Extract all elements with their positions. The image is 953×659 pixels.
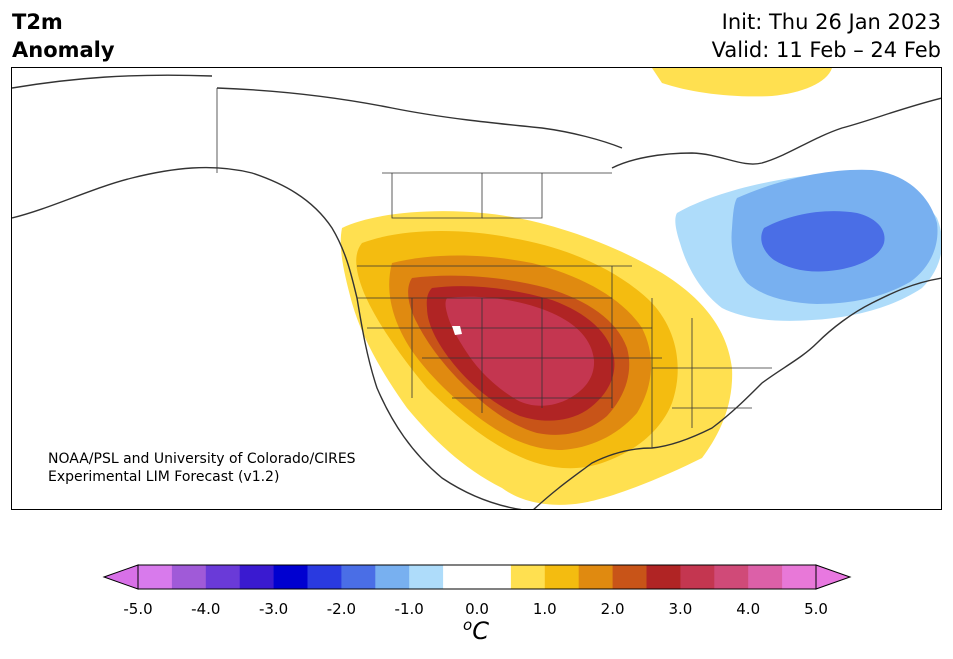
colorbar-cell bbox=[409, 565, 444, 589]
credit-line-1: NOAA/PSL and University of Colorado/CIRE… bbox=[48, 451, 356, 467]
zero-anomaly-patch bbox=[452, 326, 462, 335]
colorbar-cell bbox=[239, 565, 275, 589]
colorbar-tick-label: -4.0 bbox=[191, 600, 221, 618]
colorbar-cell bbox=[477, 565, 512, 589]
credit-text: NOAA/PSL and University of Colorado/CIRE… bbox=[48, 450, 356, 486]
unit-label: C bbox=[472, 617, 489, 645]
colorbar-cell bbox=[544, 565, 580, 589]
valid-dates: Valid: 11 Feb – 24 Feb bbox=[711, 38, 941, 62]
cold-anomaly-area bbox=[675, 169, 941, 321]
colorbar-cell bbox=[612, 565, 647, 589]
forecast-dates: Init: Thu 26 Jan 2023 Valid: 11 Feb – 24… bbox=[712, 8, 941, 64]
anomaly-6c bbox=[445, 296, 595, 406]
colorbar-unit: oC bbox=[463, 616, 489, 645]
colorbar-cell bbox=[748, 565, 783, 589]
anomaly-map bbox=[11, 67, 942, 510]
colorbar-cell bbox=[578, 565, 614, 589]
colorbar-cell bbox=[680, 565, 715, 589]
unit-degree: o bbox=[463, 616, 473, 634]
title-line-2: Anomaly bbox=[12, 38, 115, 62]
coastlines bbox=[12, 74, 941, 509]
anomaly-north-warm bbox=[652, 68, 832, 97]
colorbar-cell bbox=[646, 565, 681, 589]
warm-anomaly-area bbox=[340, 211, 733, 505]
colorbar-cell bbox=[171, 565, 207, 589]
colorbar bbox=[102, 564, 852, 590]
anomaly-neg-3c bbox=[761, 211, 885, 272]
colorbar-cell bbox=[375, 565, 410, 589]
credit-line-2: Experimental LIM Forecast (v1.2) bbox=[48, 469, 280, 485]
colorbar-tick-label: 5.0 bbox=[804, 600, 828, 618]
colorbar-tick-label: 3.0 bbox=[668, 600, 693, 618]
colorbar-tick-label: 1.0 bbox=[532, 600, 557, 618]
colorbar-cell bbox=[138, 565, 173, 589]
colorbar-tick-label: 4.0 bbox=[736, 600, 761, 618]
map-canvas bbox=[12, 68, 941, 509]
colorbar-outline bbox=[137, 564, 817, 590]
colorbar-cell bbox=[205, 565, 241, 589]
colorbar-over-arrow bbox=[815, 564, 852, 590]
init-date: Init: Thu 26 Jan 2023 bbox=[721, 10, 941, 34]
state-borders bbox=[216, 88, 772, 448]
colorbar-cell bbox=[273, 565, 308, 589]
colorbar-cell bbox=[307, 565, 342, 589]
colorbar-tick-label: -3.0 bbox=[258, 600, 289, 618]
colorbar-tick-label: 0.0 bbox=[465, 600, 489, 618]
title-line-1: T2m bbox=[12, 10, 63, 34]
colorbar-cell bbox=[510, 565, 546, 589]
colorbar-cell bbox=[341, 565, 376, 589]
colorbar-under-arrow bbox=[102, 564, 139, 590]
colorbar-tick-label: -2.0 bbox=[326, 600, 357, 618]
colorbar-cell bbox=[443, 565, 478, 589]
colorbar-cell bbox=[714, 565, 749, 589]
colorbar-tick-label: -5.0 bbox=[123, 600, 153, 618]
map-title: T2m Anomaly bbox=[12, 8, 115, 64]
colorbar-cell bbox=[782, 565, 817, 589]
colorbar-tick-label: -1.0 bbox=[394, 600, 424, 618]
colorbar-tick-label: 2.0 bbox=[600, 600, 625, 618]
